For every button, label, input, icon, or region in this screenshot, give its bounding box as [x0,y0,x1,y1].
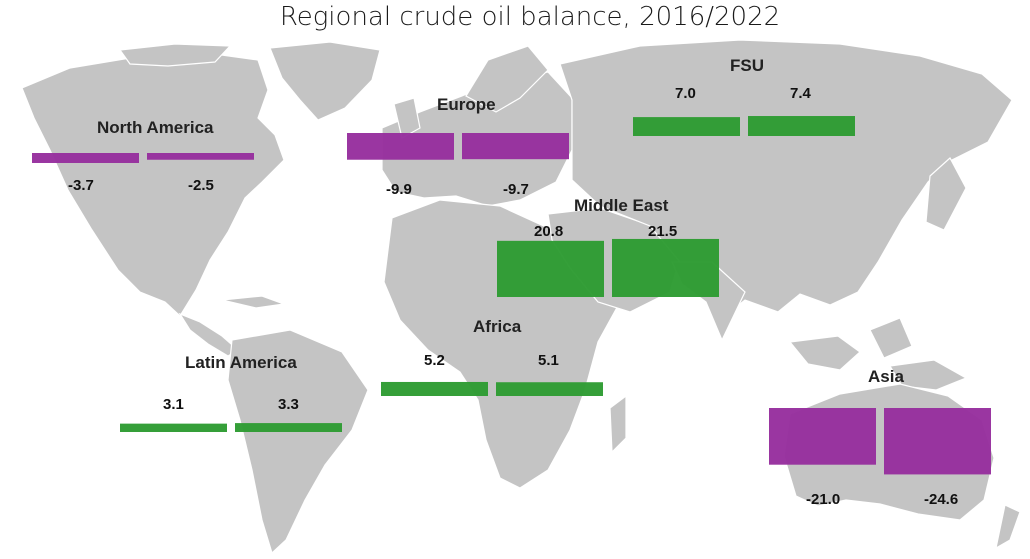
value-label-africa-2022: 5.1 [538,352,559,369]
bar-middle-east-2016 [497,240,604,297]
central-america-landmass [178,312,240,357]
value-label-north-america-2022: -2.5 [188,177,214,194]
uk-landmass [393,97,421,139]
bars-layer [32,116,991,475]
bar-fsu-2016 [633,117,740,136]
greenland-landmass [269,41,381,121]
scandinavia-landmass [465,45,549,113]
value-label-fsu-2016: 7.0 [675,85,696,102]
value-label-latin-america-2022: 3.3 [278,396,299,413]
north-america-landmass [21,51,285,317]
value-label-middle-east-2022: 21.5 [648,223,677,240]
bar-africa-2022 [496,382,603,396]
madagascar-landmass [609,394,627,454]
bar-africa-2016 [381,381,488,396]
new-zealand-landmass [995,504,1021,550]
bar-latin-america-2022 [235,423,342,432]
bar-europe-2022 [462,133,569,160]
value-label-asia-2022: -24.6 [924,491,958,508]
bar-north-america-2022 [147,153,254,160]
region-label-africa: Africa [473,317,522,336]
southeast-asia-islands-landmass [788,317,968,391]
value-label-europe-2022: -9.7 [503,181,529,198]
japan-landmass [925,157,967,231]
value-label-latin-america-2016: 3.1 [163,396,184,413]
caribbean-landmass [221,295,285,309]
labels-layer: North America -3.7 -2.5 Europe -9.9 -9.7 FSU 7.… [68,56,958,508]
bar-asia-2022 [884,408,991,475]
value-label-middle-east-2016: 20.8 [534,223,563,240]
value-label-europe-2016: -9.9 [386,181,412,198]
region-label-asia: Asia [868,367,904,386]
region-label-middle-east: Middle East [574,196,669,215]
value-label-asia-2016: -21.0 [806,491,840,508]
bar-fsu-2022 [748,116,855,136]
map-title: Regional crude oil balance, 2016/2022 [279,2,781,32]
value-label-north-america-2016: -3.7 [68,177,94,194]
region-label-fsu: FSU [730,56,764,75]
value-label-fsu-2022: 7.4 [790,85,812,102]
bar-latin-america-2016 [120,423,227,432]
bar-middle-east-2022 [612,238,719,297]
bar-asia-2016 [769,408,876,465]
bar-europe-2016 [347,133,454,160]
value-label-africa-2016: 5.2 [424,352,445,369]
region-label-latin-america: Latin America [185,353,297,372]
bar-north-america-2016 [32,153,139,163]
arctic-islands-landmass [118,43,232,67]
region-label-europe: Europe [437,95,496,114]
region-label-north-america: North America [97,118,214,137]
